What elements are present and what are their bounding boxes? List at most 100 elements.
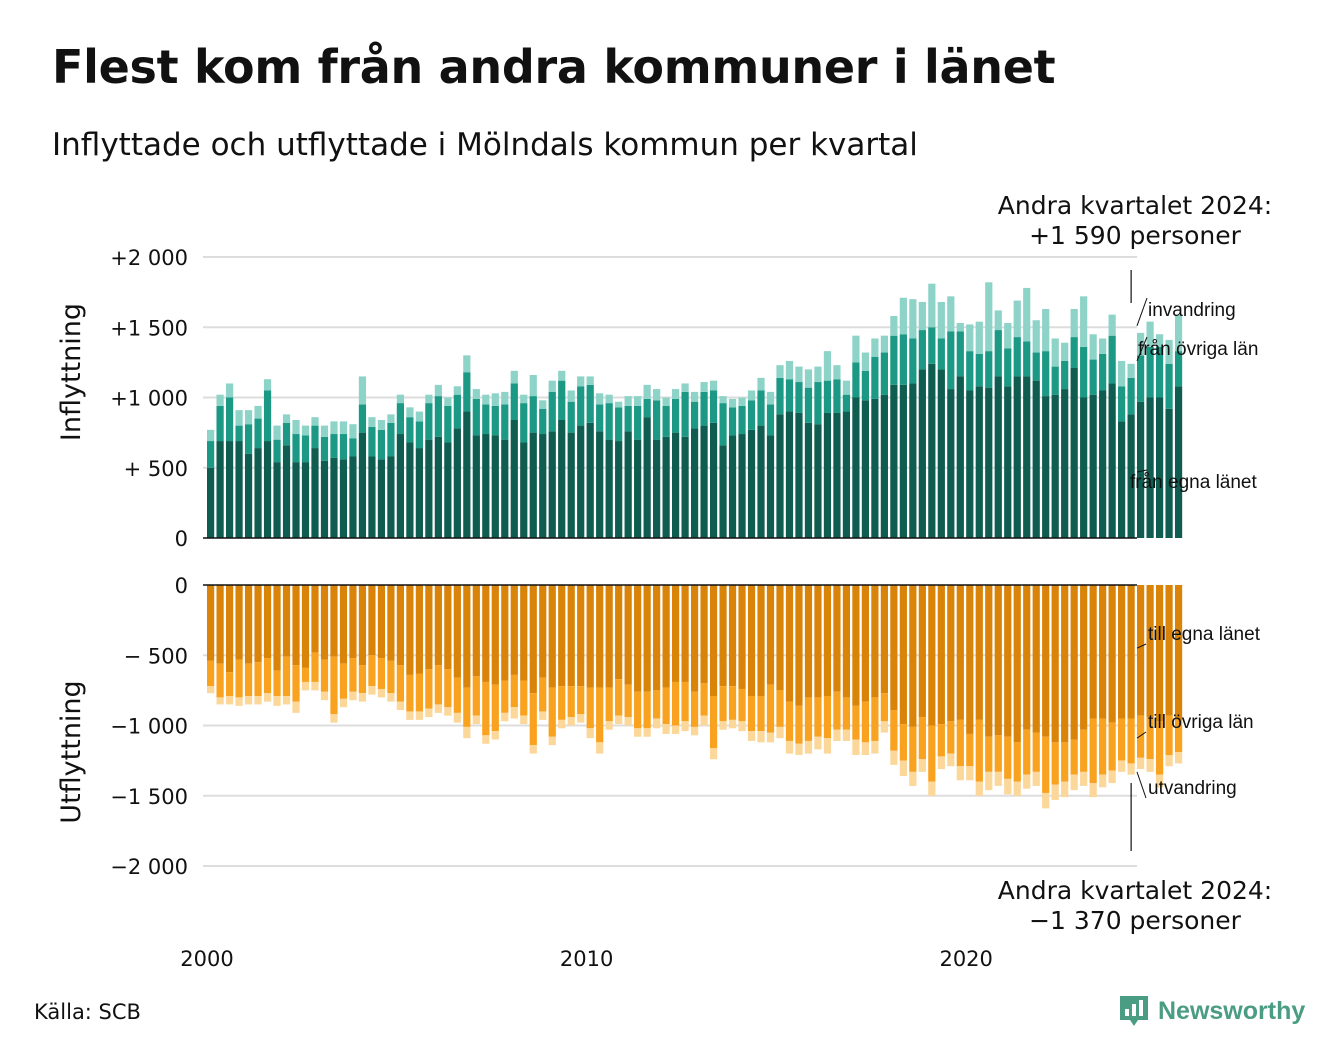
bar-inflyttning (1023, 376, 1031, 538)
bar-inflyttning (795, 366, 803, 383)
bar-utflyttning (263, 658, 272, 694)
bar-inflyttning (804, 369, 813, 388)
bar-inflyttning (1013, 337, 1021, 377)
bar-inflyttning (1004, 386, 1012, 538)
bar-utflyttning (339, 698, 348, 708)
bar-inflyttning (1013, 300, 1021, 338)
bar-inflyttning (928, 363, 936, 538)
bar-inflyttning (491, 405, 499, 436)
bar-inflyttning (690, 391, 699, 402)
bar-utflyttning (624, 717, 632, 726)
bar-utflyttning (377, 658, 386, 689)
bar-utflyttning (776, 726, 784, 739)
bar-utflyttning (1051, 784, 1059, 800)
newsworthy-logo-icon (1120, 996, 1148, 1026)
bar-inflyttning (444, 442, 452, 538)
chart-title: Flest kom från andra kommuner i länet (52, 40, 1056, 94)
bar-utflyttning (349, 691, 357, 701)
bar-utflyttning (918, 585, 926, 718)
bar-utflyttning (254, 695, 262, 705)
bar-inflyttning (444, 397, 452, 406)
bar-utflyttning (766, 732, 775, 743)
axes (203, 537, 1137, 586)
bar-utflyttning (690, 585, 699, 692)
bar-inflyttning (1127, 414, 1135, 538)
bar-utflyttning (728, 686, 737, 720)
bar-inflyttning (529, 432, 537, 538)
bar-inflyttning (662, 405, 670, 437)
bar-utflyttning (567, 717, 575, 726)
bar-inflyttning (425, 439, 433, 538)
bar-inflyttning (330, 457, 338, 538)
bar-utflyttning (785, 740, 794, 754)
bar-inflyttning (766, 404, 775, 436)
bar-inflyttning (216, 394, 224, 406)
bar-inflyttning (747, 400, 756, 430)
bar-inflyttning (244, 424, 253, 454)
bar-inflyttning (738, 405, 746, 435)
bar-utflyttning (577, 585, 585, 687)
bar-utflyttning (1042, 585, 1050, 737)
bar-utflyttning (747, 731, 756, 741)
bar-utflyttning (207, 585, 215, 661)
bar-utflyttning (349, 658, 357, 692)
bar-inflyttning (975, 321, 983, 354)
bar-inflyttning (1032, 352, 1040, 381)
bar-utflyttning (766, 585, 775, 685)
bar-inflyttning (482, 394, 490, 405)
bar-inflyttning (662, 436, 670, 538)
bar-inflyttning (453, 386, 461, 395)
bar-inflyttning (216, 441, 224, 538)
y-tick-label: −1 500 (110, 785, 188, 809)
bar-utflyttning (890, 750, 898, 765)
bar-inflyttning (975, 353, 983, 387)
bar-inflyttning (690, 401, 699, 429)
bar-inflyttning (330, 421, 338, 435)
bar-utflyttning (776, 585, 784, 691)
bar-inflyttning (615, 407, 623, 442)
bar-inflyttning (1174, 314, 1183, 352)
bar-utflyttning (273, 670, 281, 696)
bar-inflyttning (709, 422, 718, 538)
bar-utflyttning (985, 771, 993, 791)
bar-inflyttning (757, 377, 765, 391)
bar-utflyttning (586, 585, 594, 688)
bar-utflyttning (852, 739, 860, 756)
bar-inflyttning (1099, 353, 1107, 391)
bar-inflyttning (415, 421, 423, 449)
bar-inflyttning (539, 408, 547, 435)
bar-utflyttning (918, 759, 926, 772)
bar-utflyttning (861, 585, 870, 702)
bar-inflyttning (871, 398, 879, 538)
bar-inflyttning (548, 391, 556, 432)
bar-utflyttning (491, 585, 499, 685)
bar-inflyttning (207, 467, 215, 538)
bar-utflyttning (529, 693, 537, 746)
bar-utflyttning (700, 715, 708, 726)
bar-inflyttning (358, 404, 367, 433)
bar-inflyttning (207, 441, 215, 468)
bar-inflyttning (1042, 351, 1050, 397)
bar-utflyttning (880, 693, 888, 722)
bar-utflyttning (1070, 739, 1078, 775)
bar-utflyttning (263, 585, 272, 659)
bar-utflyttning (909, 771, 917, 786)
bar-utflyttning (596, 687, 604, 743)
bar-utflyttning (956, 766, 964, 781)
bar-utflyttning (207, 686, 215, 694)
bar-utflyttning (1023, 729, 1031, 775)
bar-utflyttning (1127, 585, 1135, 719)
bar-utflyttning (320, 691, 329, 701)
bar-inflyttning (681, 391, 689, 437)
annotation-text: +1 590 personer (1029, 221, 1242, 250)
bar-utflyttning (1137, 585, 1145, 716)
bar-utflyttning (842, 697, 851, 730)
bar-inflyttning (1137, 401, 1145, 538)
bar-inflyttning (1165, 339, 1173, 364)
bar-inflyttning (406, 407, 414, 418)
series-label: från egna länet (1130, 472, 1257, 493)
bar-inflyttning (1108, 314, 1116, 336)
bar-inflyttning (672, 432, 680, 538)
series-leader (1136, 297, 1148, 327)
series-leader (1136, 336, 1148, 362)
